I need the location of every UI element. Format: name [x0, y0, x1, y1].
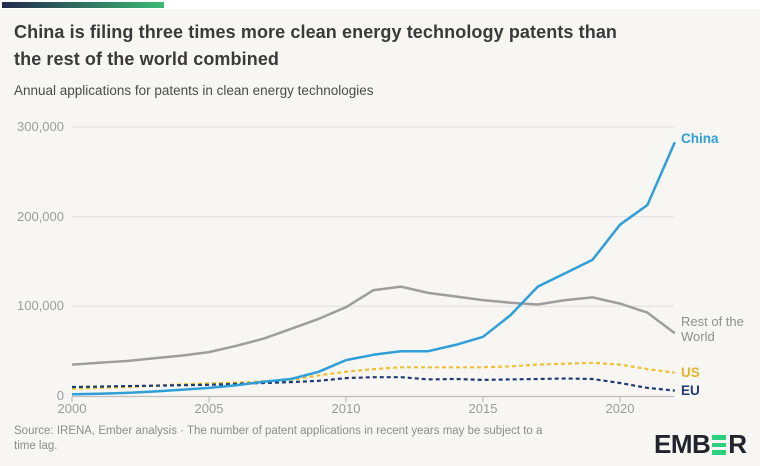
ember-logo: EMB R	[654, 431, 747, 457]
y-axis-tick-label: 100,000	[17, 298, 64, 313]
chart-title-line2: the rest of the world combined	[14, 49, 280, 69]
line-china	[71, 141, 676, 396]
x-axis-tick-label: 2010	[331, 401, 361, 416]
series-label-china: China	[681, 131, 719, 146]
x-axis-tick-label: 2015	[468, 401, 498, 416]
ember-logo-e-bar	[712, 435, 727, 440]
brand-accent-bar	[2, 2, 164, 8]
chart-title: China is filing three times more clean e…	[14, 19, 724, 73]
x-axis-tick-label: 2005	[194, 401, 224, 416]
series-label-eu: EU	[681, 383, 700, 398]
header-strip	[0, 0, 760, 9]
line-eu	[71, 376, 675, 392]
chart-subtitle: Annual applications for patents in clean…	[14, 83, 374, 98]
ember-logo-e-bar	[712, 450, 727, 455]
ember-logo-e-icon	[712, 435, 727, 455]
source-note: Source: IRENA, Ember analysis · The numb…	[14, 424, 632, 454]
y-axis-tick-label: 200,000	[17, 209, 64, 224]
ember-logo-text-emb: EMB	[654, 429, 711, 459]
series-label-rest-of-world-line2: World	[681, 329, 715, 344]
series-label-rest-of-world-line1: Rest of the	[681, 314, 744, 329]
line-us	[71, 361, 675, 390]
ember-logo-e-bar	[712, 442, 727, 447]
source-note-line1: Source: IRENA, Ember analysis · The numb…	[14, 425, 543, 437]
y-axis-tick-label: 300,000	[17, 119, 64, 134]
series-label-rest-of-world: Rest of the World	[681, 314, 744, 344]
series-label-us: US	[681, 365, 700, 380]
y-axis-tick-label: 0	[56, 388, 64, 403]
x-axis-tick-label: 2020	[605, 401, 635, 416]
line-rest-of-the-world	[71, 285, 676, 366]
chart-title-line1: China is filing three times more clean e…	[14, 22, 618, 42]
x-axis-tick-label: 2000	[57, 401, 87, 416]
ember-logo-text-r: R	[728, 429, 747, 459]
source-note-line2: time lag.	[14, 440, 58, 452]
